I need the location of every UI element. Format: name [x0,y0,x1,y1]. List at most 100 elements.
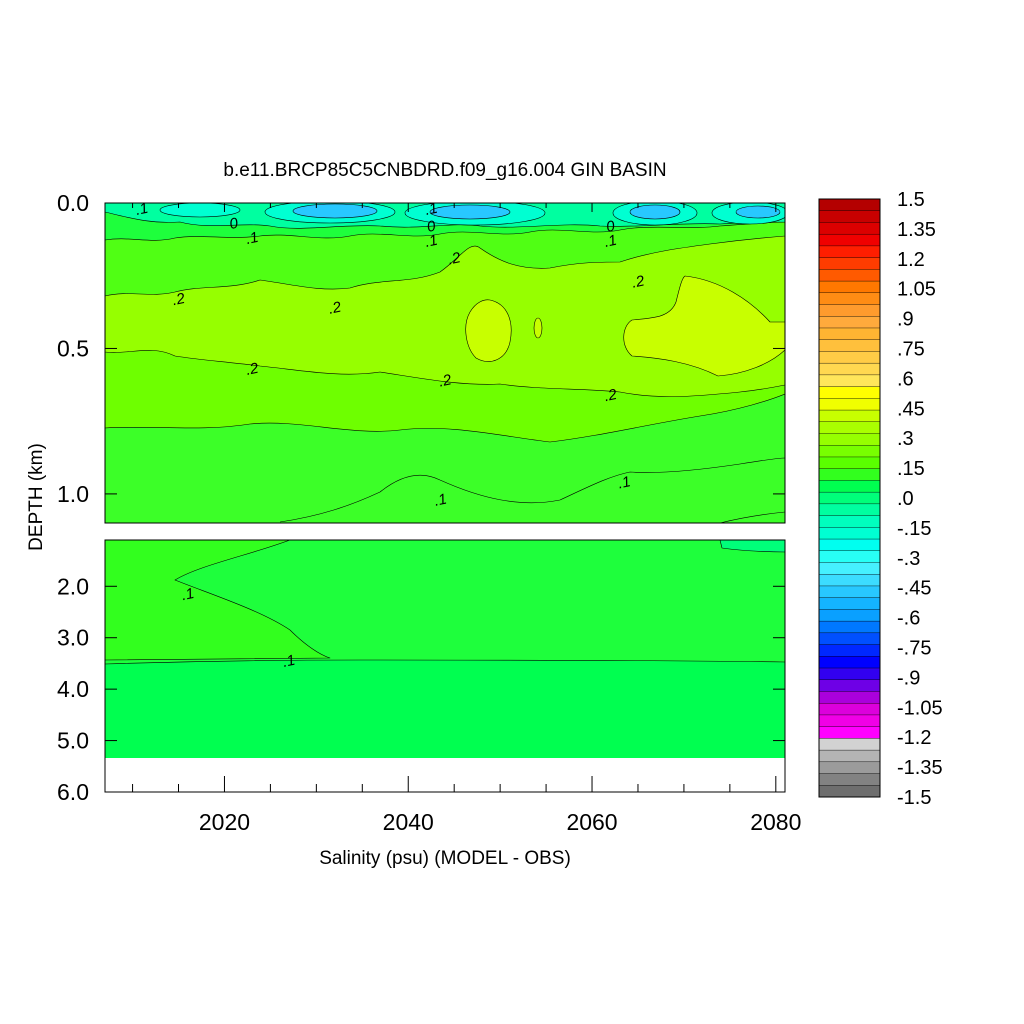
x-tick-label: 2040 [383,809,434,835]
colorbar-label: -1.05 [897,697,943,719]
colorbar-swatch [818,386,881,399]
colorbar-swatch [818,421,881,435]
colorbar-swatch [818,480,881,493]
warm-anomaly-2 [533,317,543,339]
warm-anomaly-1 [465,299,512,362]
colorbar-label: .45 [897,398,925,420]
contour-label: .1 [616,473,632,492]
y-tick-label-lower: 6.0 [57,779,89,805]
contour-label: .1 [603,232,619,251]
y-tick-label-upper: 0.0 [57,190,89,216]
colorbar-swatch [818,362,881,376]
colorbar-swatch [818,620,881,634]
colorbar-label: -1.2 [897,727,931,749]
colorbar-swatch [818,409,881,423]
colorbar-swatch [818,351,881,364]
colorbar-swatch [818,515,881,528]
colorbar-swatch [818,245,881,259]
colorbar-swatch [818,527,881,540]
colorbar-label: .9 [897,309,914,331]
x-axis-label: Salinity (psu) (MODEL - OBS) [319,848,571,869]
contour-label: .1 [134,200,150,219]
lower-panel [105,540,785,792]
colorbar-swatch [818,714,881,728]
colorbar-label: -1.5 [897,787,931,809]
colorbar-swatch [818,749,881,763]
colorbar-swatch [818,374,881,388]
colorbar-label: -.45 [897,578,931,600]
contour-label: .1 [423,200,439,219]
colorbar-label: -.6 [897,608,920,630]
colorbar-swatch [818,222,881,235]
colorbar-swatch [818,785,881,798]
x-tick-label: 2080 [750,809,801,835]
cold-anomaly-3-core [429,204,511,220]
colorbar-swatch [818,233,881,247]
contour-label: .1 [433,491,449,510]
colorbar-swatch [818,574,881,587]
y-axis: 0.0 0.5 1.0 2.0 3.0 4.0 5.0 6.0 [57,190,785,805]
colorbar-swatch [818,726,881,739]
contour-label: .1 [281,652,297,671]
warm-anomaly-3 [623,275,785,377]
contour-label: .2 [446,249,462,268]
colorbar-swatch [818,761,881,775]
colorbar-swatch [818,597,881,610]
colorbar-swatch [818,773,881,786]
colorbar-label: .0 [897,488,914,510]
colorbar-swatch [818,538,881,552]
colorbar-swatch [818,491,881,505]
colorbar-swatch [818,198,881,212]
colorbar-swatch [818,679,881,692]
colorbar-swatch [818,445,881,458]
colorbar-label: -.9 [897,667,920,689]
colorbar-swatch [818,398,881,411]
colorbar-label: -.15 [897,518,931,540]
y-tick-label-lower: 4.0 [57,676,89,702]
colorbar-swatch [818,644,881,657]
y-tick-label-upper: 0.5 [57,335,89,361]
colorbar-swatch [818,702,881,716]
colorbar-swatch [818,550,881,563]
colorbar-swatch [818,292,881,306]
contour-label: .2 [603,386,619,405]
contour-label: .1 [180,585,196,604]
contour-label: .2 [171,290,187,309]
chart-title: b.e11.BRCP85C5CNBDRD.f09_g16.004 GIN BAS… [223,160,666,181]
colorbar-label: 1.35 [897,219,936,241]
colorbar-label: 1.2 [897,249,925,271]
cold-anomaly-5-core [735,205,781,219]
colorbar-swatch [818,562,881,575]
colorbar-swatch [818,456,881,470]
lower-panel-frame [104,539,786,793]
contour-label: .1 [423,232,439,251]
upper-panel [105,203,785,523]
colorbar-swatch [818,280,881,294]
colorbar-swatch [818,609,881,622]
cold-anomaly-1 [159,203,241,218]
colorbar-swatch [818,656,881,669]
colorbar-label: .6 [897,368,914,390]
no-data-region [105,759,785,792]
colorbar-swatch [818,585,881,599]
contour-label: .2 [437,371,453,390]
colorbar-swatch [818,667,881,681]
x-tick-label: 2060 [566,809,617,835]
colorbar-swatch [818,339,881,352]
colorbar-swatch [818,304,881,317]
colorbar-label: .15 [897,458,925,480]
colorbar-swatch [818,327,881,341]
colorbar-label: .3 [897,428,914,450]
colorbar-swatch [818,257,881,270]
colorbar-swatch [818,269,881,282]
x-axis: 2020 2040 2060 2080 [132,203,801,835]
colorbar-swatch [818,210,881,223]
colorbar-swatch [818,503,881,517]
colorbar-label: 1.5 [897,189,925,211]
cold-anomaly-4-core [629,204,681,220]
contour-label: .2 [630,272,646,291]
contour-labels: .10.1.10.1.20.1.2.2.2.2.2.2.1.1.1.1 [134,200,647,671]
colorbar-label: -.3 [897,548,920,570]
contour-region-010-lower [105,540,331,661]
